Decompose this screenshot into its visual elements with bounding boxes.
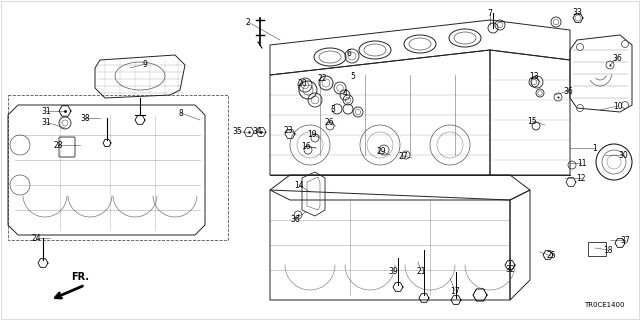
Text: 10: 10: [613, 101, 623, 110]
Text: 36: 36: [612, 53, 622, 62]
Text: 4: 4: [342, 89, 348, 98]
Text: 8: 8: [179, 108, 184, 117]
Text: 5: 5: [351, 71, 355, 81]
Text: 12: 12: [576, 173, 586, 182]
Bar: [8, 95, 228, 240]
Text: 36: 36: [563, 86, 573, 95]
Text: 27: 27: [398, 151, 408, 161]
Text: 22: 22: [317, 74, 327, 83]
Text: 14: 14: [294, 180, 304, 189]
Text: 21: 21: [416, 267, 426, 276]
Text: 6: 6: [347, 49, 351, 58]
Text: 31: 31: [41, 107, 51, 116]
Text: 24: 24: [31, 234, 41, 243]
Text: 38: 38: [80, 114, 90, 123]
Text: 9: 9: [143, 60, 147, 68]
Bar: [588, 242, 606, 256]
Text: 35: 35: [232, 126, 242, 135]
Text: TR0CE1400: TR0CE1400: [584, 302, 625, 308]
Text: 33: 33: [572, 7, 582, 17]
Text: 15: 15: [527, 116, 537, 125]
Text: 36: 36: [290, 214, 300, 223]
Text: 18: 18: [604, 245, 612, 254]
Text: 2: 2: [246, 18, 250, 27]
Text: 16: 16: [301, 141, 311, 150]
Text: FR.: FR.: [71, 272, 89, 282]
Text: 25: 25: [546, 252, 556, 260]
Text: 32: 32: [505, 266, 515, 275]
Text: 17: 17: [450, 286, 460, 295]
Text: 1: 1: [593, 143, 597, 153]
Text: 26: 26: [324, 117, 334, 126]
Text: 20: 20: [297, 78, 307, 87]
Text: 7: 7: [488, 9, 492, 18]
Text: 30: 30: [618, 150, 628, 159]
Text: 34: 34: [252, 126, 262, 135]
Text: 13: 13: [529, 71, 539, 81]
Text: 23: 23: [283, 125, 293, 134]
Text: 11: 11: [577, 158, 587, 167]
Text: 19: 19: [307, 130, 317, 139]
Text: 31: 31: [41, 117, 51, 126]
Text: 28: 28: [53, 140, 63, 149]
Text: 3: 3: [331, 105, 335, 114]
Text: 37: 37: [620, 236, 630, 244]
Text: 29: 29: [376, 147, 386, 156]
Text: 39: 39: [388, 267, 398, 276]
